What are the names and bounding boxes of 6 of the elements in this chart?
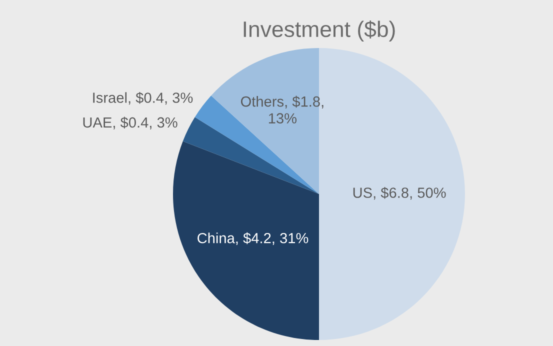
slice-label: UAE, $0.4, 3% xyxy=(83,116,178,130)
slice-label: Others, $1.8, 13% xyxy=(240,96,324,124)
slice-label: US, $6.8, 50% xyxy=(353,186,446,200)
slice-label: Israel, $0.4, 3% xyxy=(93,92,193,105)
chart-title: Investment ($b) xyxy=(244,20,395,42)
slice-label: China, $4.2, 31% xyxy=(198,232,308,246)
